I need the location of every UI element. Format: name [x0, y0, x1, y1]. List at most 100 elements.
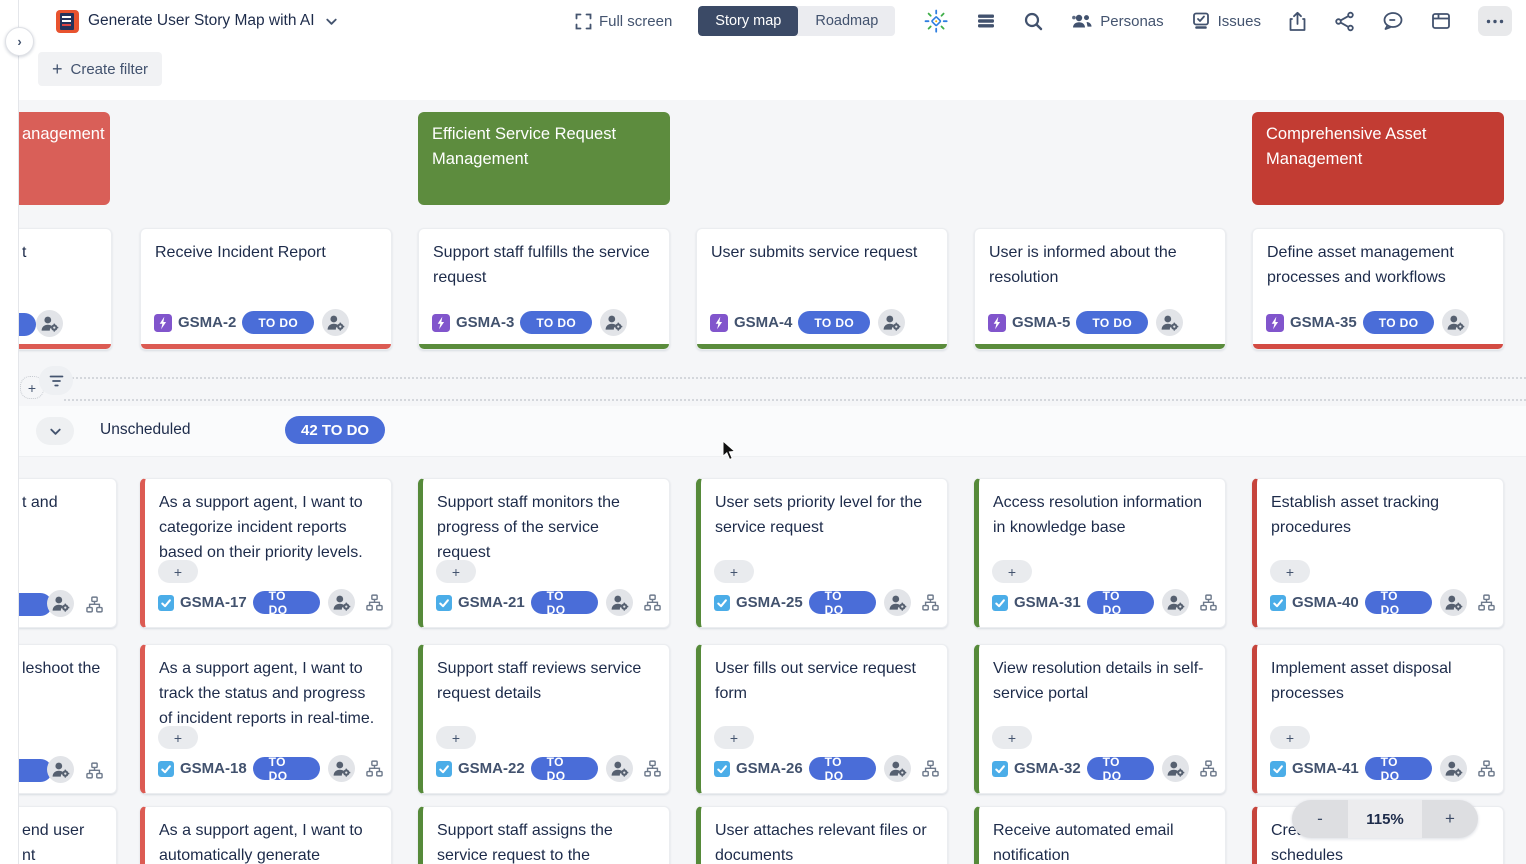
add-child-button[interactable]: +: [1270, 560, 1310, 583]
issues-button[interactable]: Issues: [1191, 11, 1261, 31]
tab-story-map[interactable]: Story map: [698, 6, 799, 36]
create-filter-button[interactable]: + Create filter: [38, 52, 163, 86]
issue-key[interactable]: GSMA-4: [734, 314, 793, 331]
issue-key[interactable]: GSMA-21: [457, 594, 525, 611]
backlog-card-row3[interactable]: Receive automated email notification: [974, 806, 1226, 864]
status-pill[interactable]: TO DO: [1364, 589, 1432, 617]
assignee-icon[interactable]: [322, 309, 349, 336]
story-card-gsma-35[interactable]: Define asset management processes and wo…: [1252, 228, 1504, 350]
hierarchy-icon[interactable]: [922, 760, 939, 777]
share-icon[interactable]: [1334, 11, 1355, 32]
collapse-swimlane-button[interactable]: [36, 417, 74, 445]
hierarchy-icon[interactable]: [644, 594, 661, 611]
add-child-button[interactable]: +: [1270, 726, 1310, 749]
status-pill[interactable]: TO DO: [252, 755, 320, 783]
backlog-card-gsma-18[interactable]: As a support agent, I want to track the …: [140, 644, 392, 794]
assignee-icon[interactable]: [600, 309, 627, 336]
backlog-card-partial[interactable]: leshoot the: [18, 644, 117, 794]
issue-key[interactable]: GSMA-32: [1013, 760, 1081, 777]
issue-key[interactable]: GSMA-3: [456, 314, 515, 331]
status-pill[interactable]: TO DO: [1086, 589, 1154, 617]
hierarchy-icon[interactable]: [366, 594, 383, 611]
hierarchy-icon[interactable]: [86, 596, 103, 613]
backlog-card-gsma-31[interactable]: Access resolution information in knowled…: [974, 478, 1226, 628]
add-child-button[interactable]: +: [436, 560, 476, 583]
hierarchy-icon[interactable]: [366, 760, 383, 777]
add-child-button[interactable]: +: [436, 726, 476, 749]
issue-key[interactable]: GSMA-17: [179, 594, 247, 611]
story-card-gsma-2[interactable]: Receive Incident Report GSMA-2 TO DO: [140, 228, 392, 350]
backlog-card-row3[interactable]: Support staff assigns the service reques…: [418, 806, 670, 864]
hierarchy-icon[interactable]: [922, 594, 939, 611]
backlog-card-gsma-22[interactable]: Support staff reviews service request de…: [418, 644, 670, 794]
status-pill[interactable]: TO DO: [1086, 755, 1154, 783]
backlog-card-partial[interactable]: t and: [18, 478, 117, 628]
export-icon[interactable]: [1288, 11, 1307, 32]
board-icon[interactable]: [1431, 12, 1451, 30]
epic-card-service-request[interactable]: Efficient Service Request Management: [418, 112, 670, 205]
issue-key[interactable]: GSMA-31: [1013, 594, 1081, 611]
backlog-card-gsma-32[interactable]: View resolution details in self-service …: [974, 644, 1226, 794]
assignee-icon[interactable]: [328, 755, 355, 782]
backlog-card-row3[interactable]: User attaches relevant files or document…: [696, 806, 948, 864]
add-child-button[interactable]: +: [714, 560, 754, 583]
zoom-in-button[interactable]: +: [1422, 800, 1478, 838]
status-pill[interactable]: TO DO: [1362, 311, 1435, 334]
issue-key[interactable]: GSMA-22: [457, 760, 525, 777]
title-chevron-down-icon[interactable]: [324, 14, 339, 29]
assignee-icon[interactable]: [1440, 589, 1467, 616]
assignee-icon[interactable]: [328, 589, 355, 616]
issue-key[interactable]: GSMA-2: [178, 314, 237, 331]
status-pill[interactable]: TO DO: [808, 589, 876, 617]
add-child-button[interactable]: +: [992, 560, 1032, 583]
status-pill[interactable]: TO DO: [242, 311, 315, 334]
epic-card-incident-management[interactable]: anagement: [18, 112, 110, 205]
ai-sparkle-icon[interactable]: [923, 8, 949, 34]
story-card-gsma-5[interactable]: User is informed about the resolution GS…: [974, 228, 1226, 350]
assignee-icon[interactable]: [884, 755, 911, 782]
status-pill[interactable]: TO DO: [1364, 755, 1432, 783]
assignee-icon[interactable]: [1440, 755, 1467, 782]
assignee-icon[interactable]: [1162, 755, 1189, 782]
backlog-card-gsma-21[interactable]: Support staff monitors the progress of t…: [418, 478, 670, 628]
backlog-card-row3[interactable]: As a support agent, I want to automatica…: [140, 806, 392, 864]
assignee-icon[interactable]: [606, 755, 633, 782]
assignee-icon[interactable]: [1156, 309, 1183, 336]
assignee-icon[interactable]: [47, 590, 74, 617]
status-pill[interactable]: TO DO: [1076, 311, 1149, 334]
backlog-card-gsma-26[interactable]: User fills out service request form + GS…: [696, 644, 948, 794]
personas-button[interactable]: Personas: [1071, 12, 1164, 30]
hierarchy-icon[interactable]: [1200, 760, 1217, 777]
hierarchy-icon[interactable]: [1200, 594, 1217, 611]
status-pill[interactable]: TO DO: [520, 311, 593, 334]
epic-card-asset-management[interactable]: Comprehensive Asset Management: [1252, 112, 1504, 205]
assignee-icon[interactable]: [1442, 309, 1469, 336]
zoom-out-button[interactable]: -: [1292, 800, 1348, 838]
assignee-icon[interactable]: [36, 310, 63, 337]
more-actions-button[interactable]: [1478, 6, 1512, 36]
issue-key[interactable]: GSMA-41: [1291, 760, 1359, 777]
add-sprint-button[interactable]: +: [20, 376, 44, 399]
issue-key[interactable]: GSMA-18: [179, 760, 247, 777]
backlog-card-gsma-41[interactable]: Implement asset disposal processes + GSM…: [1252, 644, 1504, 794]
assignee-icon[interactable]: [606, 589, 633, 616]
story-card-gsma-3[interactable]: Support staff fulfills the service reque…: [418, 228, 670, 350]
backlog-card-gsma-40[interactable]: Establish asset tracking procedures + GS…: [1252, 478, 1504, 628]
backlog-card-partial[interactable]: end user nt: [18, 806, 117, 864]
status-pill[interactable]: TO DO: [798, 311, 871, 334]
backlog-card-gsma-17[interactable]: As a support agent, I want to categorize…: [140, 478, 392, 628]
issue-key[interactable]: GSMA-40: [1291, 594, 1359, 611]
search-icon[interactable]: [1023, 11, 1044, 32]
feedback-icon[interactable]: [1382, 11, 1404, 31]
status-pill[interactable]: TO DO: [530, 589, 598, 617]
issue-key[interactable]: GSMA-26: [735, 760, 803, 777]
issue-key[interactable]: GSMA-35: [1290, 314, 1357, 331]
tab-roadmap[interactable]: Roadmap: [815, 13, 879, 29]
assignee-icon[interactable]: [878, 309, 905, 336]
status-pill[interactable]: TO DO: [530, 755, 598, 783]
rows-icon[interactable]: [976, 11, 996, 31]
story-card-gsma-4[interactable]: User submits service request GSMA-4 TO D…: [696, 228, 948, 350]
status-pill[interactable]: TO DO: [808, 755, 876, 783]
add-child-button[interactable]: +: [992, 726, 1032, 749]
full-screen-button[interactable]: Full screen: [575, 13, 672, 30]
